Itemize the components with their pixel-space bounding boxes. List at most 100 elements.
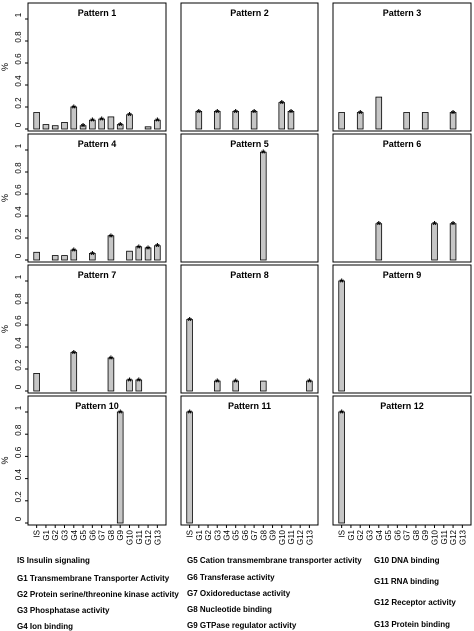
y-tick-label: 0.8 xyxy=(14,293,23,305)
significance-star: * xyxy=(155,116,160,128)
significance-star: * xyxy=(137,376,142,388)
significance-star: * xyxy=(155,242,160,254)
x-tick-label: G8 xyxy=(412,529,421,540)
significance-star: * xyxy=(261,148,266,160)
legend-item-g12: G12 Receptor activity xyxy=(374,598,456,607)
x-tick-label: G10 xyxy=(278,529,287,545)
x-tick-label: G13 xyxy=(305,529,314,545)
significance-star: * xyxy=(118,408,123,420)
legend-item-g5: G5 Cation transmembrane transporter acti… xyxy=(187,556,362,565)
legend-item-g13: G13 Protein binding xyxy=(374,620,451,629)
panel-frame xyxy=(27,2,167,132)
bar xyxy=(375,223,383,261)
bar xyxy=(51,125,59,130)
significance-star: * xyxy=(81,122,86,134)
significance-star: * xyxy=(118,121,123,133)
x-tick-label: G8 xyxy=(107,529,116,540)
bar xyxy=(278,102,286,130)
x-tick-label: G6 xyxy=(393,529,402,540)
significance-star: * xyxy=(197,107,202,119)
panel-title: Pattern 8 xyxy=(230,270,269,280)
bar xyxy=(213,380,221,392)
y-tick-label: 0.2 xyxy=(14,97,23,109)
y-tick-label: 0 xyxy=(14,384,23,389)
significance-star: * xyxy=(137,243,142,255)
category-legend: IS Insulin signaling G1 Transmembrane Tr… xyxy=(0,546,474,631)
y-tick-label: 1 xyxy=(14,12,23,17)
significance-star: * xyxy=(109,354,114,366)
x-tick-label: IS xyxy=(33,530,42,538)
panel-frame xyxy=(27,395,167,526)
x-tick-label: G5 xyxy=(384,529,393,540)
bar xyxy=(260,151,267,261)
y-tick-label: 0.6 xyxy=(14,53,23,65)
x-tick-label: G5 xyxy=(79,529,88,540)
x-tick-label: G8 xyxy=(259,529,268,540)
bar xyxy=(421,112,429,130)
x-tick-label: G6 xyxy=(88,529,97,540)
bar xyxy=(232,380,239,392)
bar xyxy=(403,112,410,130)
y-tick-label: 0.4 xyxy=(14,468,23,480)
bar xyxy=(126,114,133,130)
panel-title: Pattern 7 xyxy=(78,270,117,280)
legend-item-g3: G3 Phosphatase activity xyxy=(17,606,110,615)
bar xyxy=(107,235,115,261)
x-tick-label: G5 xyxy=(232,529,241,540)
bar xyxy=(306,380,313,392)
panel-title: Pattern 9 xyxy=(383,270,422,280)
bar xyxy=(33,251,40,261)
panel-frame xyxy=(180,133,319,263)
x-tick-label: G6 xyxy=(241,529,250,540)
significance-star: * xyxy=(432,220,437,232)
panel-title: Pattern 2 xyxy=(230,8,269,18)
x-tick-label: G3 xyxy=(213,529,222,540)
x-tick-label: G11 xyxy=(287,529,296,544)
legend-item-g10: G10 DNA binding xyxy=(374,556,440,565)
significance-star: * xyxy=(146,244,151,256)
x-tick-label: G9 xyxy=(116,529,125,540)
panel-title: Pattern 6 xyxy=(383,139,422,149)
bar xyxy=(89,252,96,261)
y-tick-label: 0.4 xyxy=(14,75,23,87)
significance-star: * xyxy=(109,232,114,244)
legend-item-g6: G6 Transferase activity xyxy=(187,573,275,582)
legend-item-g8: G8 Nucleotide binding xyxy=(187,605,272,614)
significance-star: * xyxy=(72,349,77,361)
y-tick-label: 0 xyxy=(14,516,23,521)
bar xyxy=(33,372,40,392)
panel-frame xyxy=(332,2,472,132)
y-tick-label: 0 xyxy=(14,253,23,258)
y-tick-label: 1 xyxy=(14,405,23,410)
x-tick-label: G13 xyxy=(458,529,467,545)
bar xyxy=(232,111,239,130)
x-tick-label: G13 xyxy=(153,529,162,545)
y-tick-label: 0.2 xyxy=(14,359,23,371)
x-tick-label: G9 xyxy=(421,529,430,540)
panel-title: Pattern 4 xyxy=(78,139,117,149)
x-tick-label: G4 xyxy=(70,529,79,540)
x-tick-label: G3 xyxy=(366,529,375,540)
bar xyxy=(42,124,50,130)
significance-star: * xyxy=(90,116,95,128)
y-tick-label: 1 xyxy=(14,143,23,148)
bar xyxy=(154,245,161,261)
bar xyxy=(70,249,78,261)
significance-star: * xyxy=(234,107,239,119)
x-tick-label: G1 xyxy=(195,529,204,540)
bar xyxy=(356,112,364,130)
y-axis-label: % xyxy=(0,63,10,71)
x-tick-label: G4 xyxy=(375,529,384,540)
y-tick-label: 0.2 xyxy=(14,228,23,240)
x-tick-label: G9 xyxy=(269,529,278,540)
x-tick-label: G1 xyxy=(42,529,51,540)
y-tick-label: 0.6 xyxy=(14,184,23,196)
bar xyxy=(61,122,68,130)
significance-star: * xyxy=(187,408,192,420)
pattern-charts: Pattern 100.20.40.60.81%** * * ** *Pattern 2… xyxy=(0,2,472,545)
bar xyxy=(116,124,124,130)
significance-star: * xyxy=(377,220,382,232)
legend-item-g4: G4 Ion binding xyxy=(17,622,73,631)
bar xyxy=(375,96,383,130)
bar xyxy=(213,111,221,130)
